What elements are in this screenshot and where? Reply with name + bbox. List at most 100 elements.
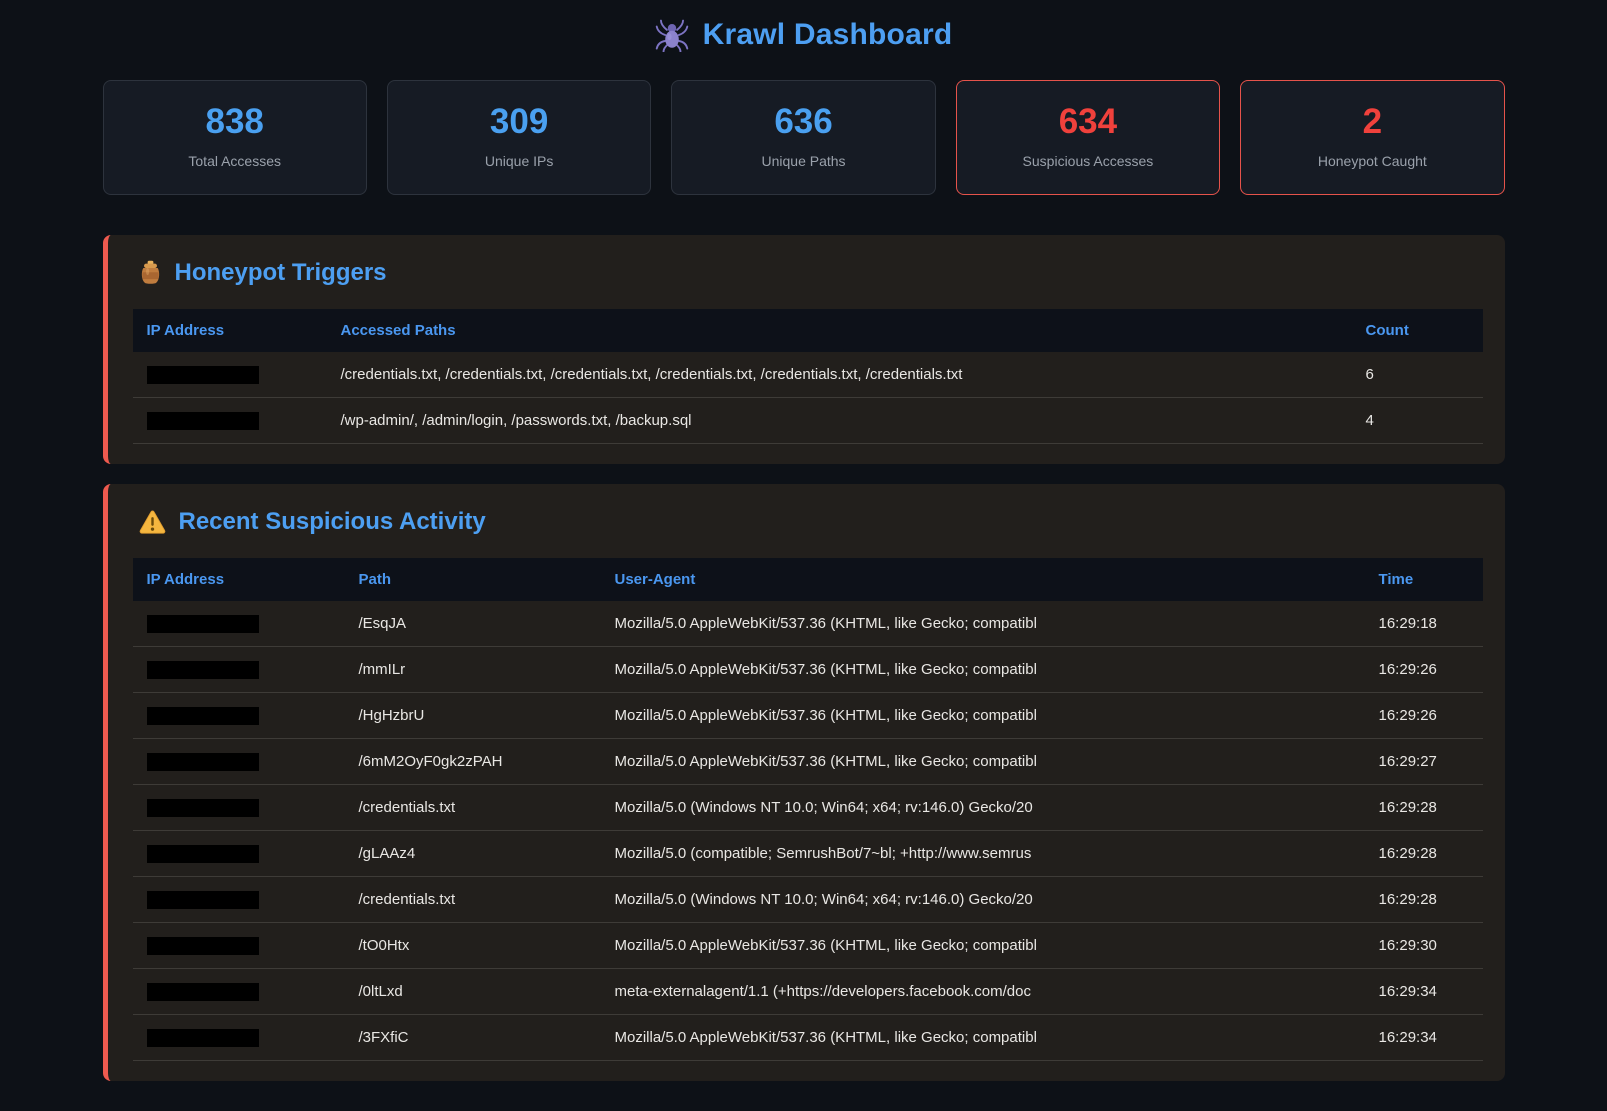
user-agent-cell: Mozilla/5.0 AppleWebKit/537.36 (KHTML, l…: [600, 1014, 1365, 1062]
user-agent-cell: Mozilla/5.0 AppleWebKit/537.36 (KHTML, l…: [600, 601, 1365, 648]
stat-value: 636: [774, 102, 833, 141]
table-row: /3FXfiC Mozilla/5.0 AppleWebKit/537.36 (…: [132, 1014, 1483, 1062]
redacted-ip-bar: [146, 365, 259, 384]
ip-cell: [132, 876, 345, 924]
redacted-ip-bar: [146, 936, 259, 955]
column-header-ip-address: IP Address: [132, 309, 327, 353]
redacted-ip-bar: [146, 706, 259, 725]
table-row: /6mM2OyF0gk2zPAH Mozilla/5.0 AppleWebKit…: [132, 738, 1483, 786]
redacted-ip-bar: [146, 982, 259, 1001]
honeypot-icon: [139, 260, 162, 286]
page-title: Krawl Dashboard: [702, 18, 953, 51]
redacted-ip-bar: [146, 660, 259, 679]
table-row: /tO0Htx Mozilla/5.0 AppleWebKit/537.36 (…: [132, 922, 1483, 970]
user-agent-cell: Mozilla/5.0 AppleWebKit/537.36 (KHTML, l…: [600, 738, 1365, 786]
redacted-ip-bar: [146, 890, 259, 909]
ip-cell: [132, 352, 327, 399]
activity-table-header-row: IP Address Path User-Agent Time: [132, 558, 1483, 602]
table-row: /HgHzbrU Mozilla/5.0 AppleWebKit/537.36 …: [132, 692, 1483, 740]
path-cell: /tO0Htx: [344, 922, 601, 970]
stat-card-unique-paths: 636 Unique Paths: [671, 80, 936, 196]
ip-cell: [132, 397, 327, 445]
column-header-accessed-paths: Accessed Paths: [326, 309, 1352, 353]
time-cell: 16:29:28: [1364, 784, 1483, 832]
path-cell: /HgHzbrU: [344, 692, 601, 740]
column-header-user-agent: User-Agent: [600, 558, 1365, 602]
user-agent-cell: Mozilla/5.0 (Windows NT 10.0; Win64; x64…: [600, 784, 1365, 832]
spider-icon: [655, 18, 689, 52]
path-cell: /3FXfiC: [344, 1014, 601, 1062]
time-cell: 16:29:26: [1364, 646, 1483, 694]
honeypot-heading: Honeypot Triggers: [139, 259, 1483, 287]
column-header-ip-address: IP Address: [132, 558, 345, 602]
stat-value: 634: [1058, 102, 1118, 141]
suspicious-activity-panel: Recent Suspicious Activity IP Address Pa…: [102, 484, 1505, 1082]
time-cell: 16:29:26: [1364, 692, 1483, 740]
table-row: /mmILr Mozilla/5.0 AppleWebKit/537.36 (K…: [132, 646, 1483, 694]
ip-cell: [132, 692, 345, 740]
redacted-ip-bar: [146, 752, 259, 771]
redacted-ip-bar: [146, 1028, 259, 1047]
stat-card-honeypot-caught: 2 Honeypot Caught: [1240, 80, 1505, 196]
stat-value: 838: [205, 102, 264, 141]
time-cell: 16:29:34: [1364, 968, 1483, 1016]
time-cell: 16:29:30: [1364, 922, 1483, 970]
stat-label: Honeypot Caught: [1317, 153, 1427, 170]
honeypot-heading-label: Honeypot Triggers: [174, 259, 387, 287]
column-header-path: Path: [344, 558, 601, 602]
stat-card-unique-ips: 309 Unique IPs: [386, 80, 652, 196]
table-row: /0ltLxd meta-externalagent/1.1 (+https:/…: [132, 968, 1483, 1016]
table-row: /wp-admin/, /admin/login, /passwords.txt…: [132, 397, 1483, 445]
column-header-time: Time: [1364, 558, 1483, 602]
ip-cell: [132, 1014, 345, 1062]
path-cell: /6mM2OyF0gk2zPAH: [344, 738, 601, 786]
honeypot-panel: Honeypot Triggers IP Address Accessed Pa…: [102, 235, 1505, 465]
honeypot-table-header-row: IP Address Accessed Paths Count: [132, 309, 1483, 353]
user-agent-cell: Mozilla/5.0 AppleWebKit/537.36 (KHTML, l…: [600, 646, 1365, 694]
table-row: /credentials.txt Mozilla/5.0 (Windows NT…: [132, 784, 1483, 832]
user-agent-cell: Mozilla/5.0 AppleWebKit/537.36 (KHTML, l…: [600, 692, 1365, 740]
path-cell: /credentials.txt: [344, 876, 601, 924]
redacted-ip-bar: [146, 798, 259, 817]
stat-card-total-accesses: 838 Total Accesses: [102, 80, 367, 196]
count-cell: 4: [1351, 397, 1483, 445]
ip-cell: [132, 922, 345, 970]
time-cell: 16:29:18: [1364, 601, 1483, 648]
ip-cell: [132, 968, 345, 1016]
stat-value: 309: [489, 102, 549, 141]
stats-row: 838 Total Accesses 309 Unique IPs 636 Un…: [102, 80, 1505, 196]
ip-cell: [132, 784, 345, 832]
stat-label: Unique Paths: [761, 153, 846, 170]
path-cell: /0ltLxd: [344, 968, 601, 1016]
ip-cell: [132, 830, 345, 878]
stat-label: Suspicious Accesses: [1022, 153, 1154, 170]
column-header-count: Count: [1351, 309, 1483, 353]
accessed-paths-cell: /wp-admin/, /admin/login, /passwords.txt…: [326, 397, 1352, 445]
page-header: Krawl Dashboard: [103, 18, 1505, 52]
time-cell: 16:29:27: [1364, 738, 1483, 786]
honeypot-table: IP Address Accessed Paths Count /credent…: [132, 309, 1483, 445]
krawl-dashboard-page: Krawl Dashboard 838 Total Accesses 309 U…: [102, 0, 1505, 1082]
table-row: /gLAAz4 Mozilla/5.0 (compatible; Semrush…: [132, 830, 1483, 878]
time-cell: 16:29:28: [1364, 830, 1483, 878]
suspicious-activity-heading-label: Recent Suspicious Activity: [178, 508, 486, 536]
table-row: /credentials.txt, /credentials.txt, /cre…: [132, 352, 1483, 399]
path-cell: /EsqJA: [344, 601, 601, 648]
stat-value: 2: [1362, 102, 1383, 141]
path-cell: /credentials.txt: [344, 784, 601, 832]
redacted-ip-bar: [146, 844, 259, 863]
warning-icon: [139, 510, 166, 535]
stat-card-suspicious-accesses: 634 Suspicious Accesses: [955, 80, 1221, 196]
path-cell: /gLAAz4: [344, 830, 601, 878]
time-cell: 16:29:34: [1364, 1014, 1483, 1062]
redacted-ip-bar: [146, 411, 259, 430]
user-agent-cell: Mozilla/5.0 (Windows NT 10.0; Win64; x64…: [600, 876, 1365, 924]
stat-label: Unique IPs: [484, 153, 554, 170]
user-agent-cell: Mozilla/5.0 AppleWebKit/537.36 (KHTML, l…: [600, 922, 1365, 970]
count-cell: 6: [1351, 352, 1483, 399]
stat-label: Total Accesses: [188, 153, 281, 170]
suspicious-activity-table: IP Address Path User-Agent Time /EsqJA M…: [132, 558, 1483, 1062]
user-agent-cell: Mozilla/5.0 (compatible; SemrushBot/7~bl…: [600, 830, 1365, 878]
redacted-ip-bar: [146, 614, 259, 633]
table-row: /credentials.txt Mozilla/5.0 (Windows NT…: [132, 876, 1483, 924]
